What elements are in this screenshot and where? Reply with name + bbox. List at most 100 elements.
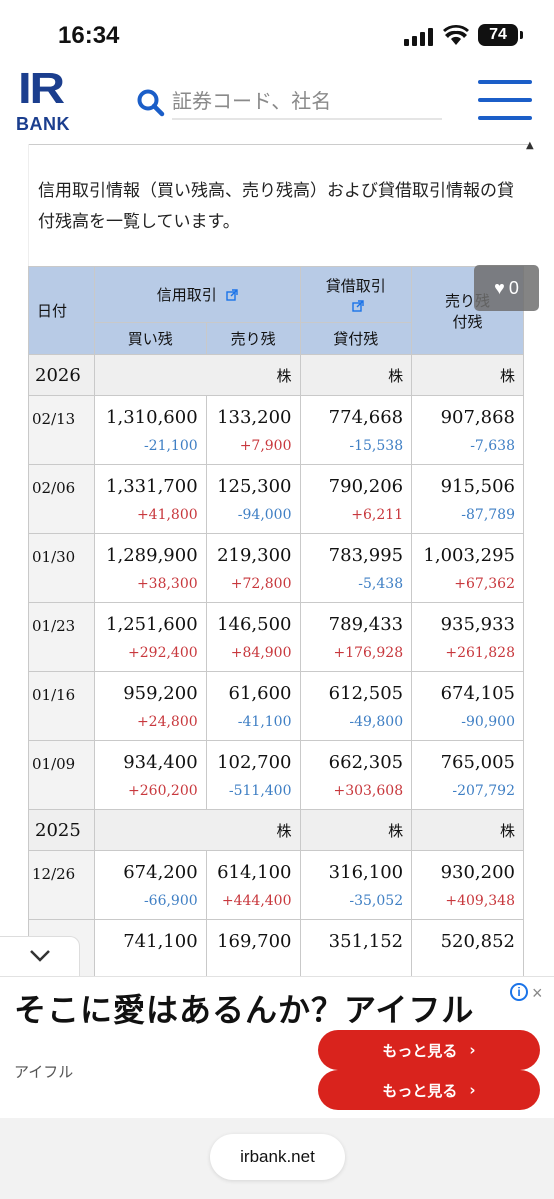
cell-lend: 774,668 -15,538: [299, 395, 413, 465]
header-date: 日付: [28, 266, 95, 355]
row-date: 01/30: [28, 533, 95, 603]
external-link-icon[interactable]: [352, 299, 364, 312]
buy-value: 674,200: [123, 862, 198, 883]
cell-sell: 614,100 +444,400: [205, 850, 301, 920]
table-row: 12/26 674,200 -66,900 614,100 +444,400 316,10…: [28, 850, 524, 920]
cell-net: 1,003,295 +67,362: [411, 533, 524, 603]
intro-text: 信用取引情報（買い残高、売り残高）および貸借取引情報の貸付残高を一覧しています。: [38, 181, 514, 232]
lend-value: 351,152: [328, 931, 404, 952]
cell-net: 674,105 -90,900: [411, 671, 524, 741]
net-value: 674,105: [440, 683, 515, 704]
divider: [28, 144, 528, 145]
lend-value: 783,995: [328, 545, 404, 566]
net-change: +261,828: [445, 645, 515, 661]
status-bar: 16:34 74: [0, 0, 554, 66]
buy-change: +260,200: [128, 783, 198, 799]
buy-change: +41,800: [136, 507, 198, 523]
sell-change: +7,900: [239, 438, 292, 454]
sell-change: +84,900: [230, 645, 292, 661]
net-change: +67,362: [454, 576, 515, 592]
ad-close-icon[interactable]: ×: [532, 983, 543, 1003]
sell-change: [207, 953, 292, 961]
cell-buy: 934,400 +260,200: [93, 740, 207, 810]
rows-2025: 2025 株 株 株 12/26 674,200 -66,900 614,100 +44…: [28, 809, 524, 989]
ad-more-label: もっと見る: [382, 1081, 458, 1100]
year-label: 2025: [28, 809, 95, 851]
cell-buy: 959,200 +24,800: [93, 671, 207, 741]
collapse-up-icon[interactable]: ▲: [526, 140, 534, 151]
cell-net: 907,868 -7,638: [411, 395, 524, 465]
buy-change: +292,400: [128, 645, 198, 661]
logo-bank-text: BANK: [16, 114, 70, 134]
lend-change: +303,608: [333, 783, 404, 799]
battery-icon: 74: [478, 24, 518, 46]
row-date: 02/06: [28, 464, 95, 534]
ad-collapse-button[interactable]: [0, 936, 80, 976]
year-row: 2025 株 株 株: [28, 809, 524, 851]
wifi-icon: [443, 25, 469, 45]
ad-headline[interactable]: そこに愛はあるんか？アイフル: [14, 991, 475, 1029]
buy-value: 741,100: [123, 931, 198, 952]
search-input[interactable]: [172, 84, 442, 120]
cell-sell: 125,300 -94,000: [205, 464, 301, 534]
battery-tip: [520, 31, 523, 39]
url-bar[interactable]: irbank.net: [210, 1134, 345, 1180]
net-value: 1,003,295: [423, 545, 515, 566]
lend-change: -49,800: [349, 714, 404, 730]
table-row: 01/30 1,289,900 +38,300 219,300 +72,800 783,9…: [28, 533, 524, 603]
header-margin-trading[interactable]: 信用取引: [93, 266, 301, 323]
cell-lend: 316,100 -35,052: [299, 850, 413, 920]
like-button[interactable]: ♥ 0: [474, 265, 539, 311]
sell-value: 614,100: [217, 862, 292, 883]
cell-sell: 102,700 -511,400: [205, 740, 301, 810]
lend-value: 789,433: [328, 614, 404, 635]
year-label: 2026: [28, 354, 95, 396]
search-icon[interactable]: [136, 88, 166, 118]
lend-change: -15,538: [349, 438, 404, 454]
cell-buy: 1,289,900 +38,300: [93, 533, 207, 603]
buy-value: 1,289,900: [106, 545, 198, 566]
ad-more-button[interactable]: もっと見る ›: [318, 1070, 540, 1110]
net-value: 520,852: [440, 931, 515, 952]
unit-label: 株: [411, 354, 524, 396]
ad-more-label: もっと見る: [382, 1041, 458, 1060]
net-value: 907,868: [440, 407, 515, 428]
lend-change: [301, 953, 404, 961]
table-row: 02/06 1,331,700 +41,800 125,300 -94,000 790,2…: [28, 464, 524, 534]
hamburger-menu-icon[interactable]: [478, 80, 532, 120]
buy-value: 959,200: [123, 683, 198, 704]
external-link-icon[interactable]: [225, 289, 238, 301]
chevron-down-icon: [30, 950, 50, 962]
row-date: 02/13: [28, 395, 95, 465]
buy-value: 934,400: [123, 752, 198, 773]
table-row: 01/09 934,400 +260,200 102,700 -511,400 662,3…: [28, 740, 524, 810]
net-change: -90,900: [461, 714, 515, 730]
irbank-logo[interactable]: IR BANK: [16, 64, 78, 134]
header-lending[interactable]: 貸借取引: [299, 266, 413, 323]
ad-banner[interactable]: そこに愛はあるんか？アイフル i × アイフル もっと見る › もっと見る ›: [0, 976, 554, 1118]
header-buy: 買い残: [93, 322, 207, 355]
lend-value: 790,206: [328, 476, 404, 497]
cell-lend: 790,206 +6,211: [299, 464, 413, 534]
year-row: 2026 株 株 株: [28, 354, 524, 396]
ad-more-button[interactable]: もっと見る ›: [318, 1030, 540, 1070]
cell-buy: 1,310,600 -21,100: [93, 395, 207, 465]
header-lend: 貸付残: [299, 322, 413, 355]
lend-change: -5,438: [358, 576, 404, 592]
buy-change: -66,900: [143, 893, 198, 909]
net-change: -87,789: [461, 507, 515, 523]
net-change: -7,638: [470, 438, 515, 454]
search-bar: [132, 84, 444, 124]
cell-sell: 61,600 -41,100: [205, 671, 301, 741]
status-time: 16:34: [58, 22, 120, 49]
unit-label: 株: [299, 809, 413, 851]
header-sell: 売り残: [205, 322, 301, 355]
net-value: 915,506: [440, 476, 515, 497]
ad-info-icon[interactable]: i: [510, 983, 528, 1001]
cell-net: 935,933 +261,828: [411, 602, 524, 672]
buy-change: -21,100: [143, 438, 198, 454]
site-header: IR BANK: [0, 64, 554, 136]
header-lending-label: 貸借取引: [325, 276, 386, 295]
sell-change: -41,100: [237, 714, 292, 730]
net-value: 935,933: [440, 614, 515, 635]
